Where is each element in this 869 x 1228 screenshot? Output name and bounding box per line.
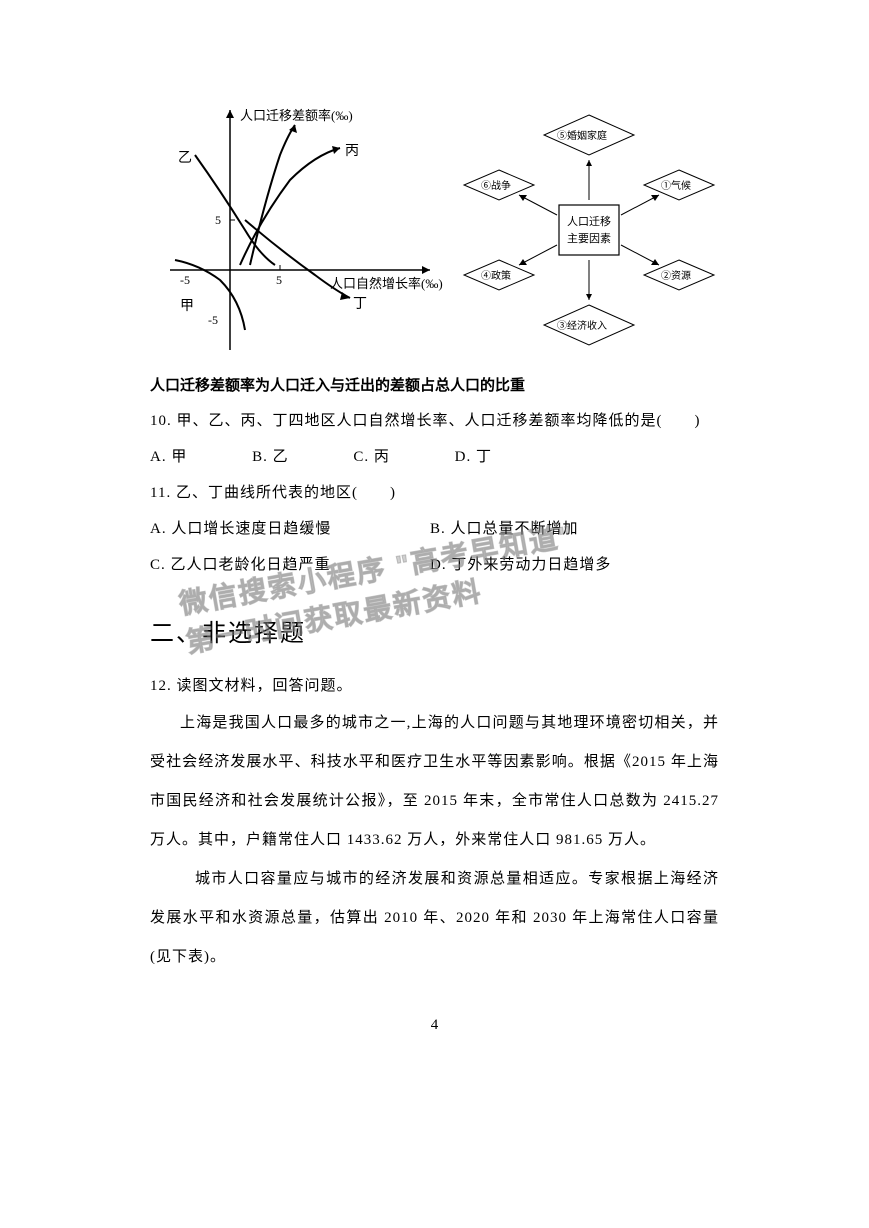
q11-c: C. 乙人口老龄化日趋严重 [150,547,430,583]
node-lt: ⑥战争 [481,179,511,192]
curve-bing: 丙 [345,144,359,159]
factors-diagram: 人口迁移 主要因素 ⑤婚姻家庭 ③经济收入 ⑥战争 [459,100,719,360]
node-bottom: ③经济收入 [557,319,607,332]
q11-d: D. 丁外来劳动力日趋增多 [430,547,611,583]
center-l2: 主要因素 [567,232,611,245]
yaxis-label: 人口迁移差额率(‰) [240,108,353,123]
q12-p1: 上海是我国人口最多的城市之一,上海的人口问题与其地理环境密切相关，并受社会经济发… [150,704,719,860]
tick-y5: 5 [215,213,221,227]
center-l1: 人口迁移 [567,215,611,228]
q12-p2: 城市人口容量应与城市的经济发展和资源总量相适应。专家根据上海经济发展水平和水资源… [150,860,719,977]
tick-xneg5: -5 [180,273,190,287]
xaxis-label: 人口自然增长率(‰) [330,276,443,291]
q11-stem: 11. 乙、丁曲线所代表的地区( ) [150,475,719,511]
page-number: 4 [150,1017,719,1034]
q10-c: C. 丙 [353,439,390,475]
q11-b: B. 人口总量不断增加 [430,511,579,547]
q10-d: D. 丁 [455,439,492,475]
migration-chart: 5 5 -5 -5 人口迁移差额率(‰) 人口自然增长率(‰) 甲 乙 丙 [150,100,450,360]
node-lb: ④政策 [481,269,511,282]
q11-a: A. 人口增长速度日趋缓慢 [150,511,430,547]
chart-caption: 人口迁移差额率为人口迁入与迁出的差额占总人口的比重 [150,370,719,403]
tick-yneg5: -5 [208,313,218,327]
section-2-heading: 二、非选择题 [150,613,719,648]
q10-a: A. 甲 [150,439,187,475]
q10-b: B. 乙 [252,439,289,475]
curve-yi: 乙 [178,150,192,166]
node-rb: ②资源 [661,269,691,282]
node-rt: ①气候 [661,179,691,192]
q10-stem: 10. 甲、乙、丙、丁四地区人口自然增长率、人口迁移差额率均降低的是( ) [150,403,719,439]
curve-jia: 甲 [180,299,194,314]
q12-stem: 12. 读图文材料，回答问题。 [150,668,719,704]
curve-ding: 丁 [353,297,367,312]
node-top: ⑤婚姻家庭 [557,129,607,142]
tick-x5: 5 [276,273,282,287]
